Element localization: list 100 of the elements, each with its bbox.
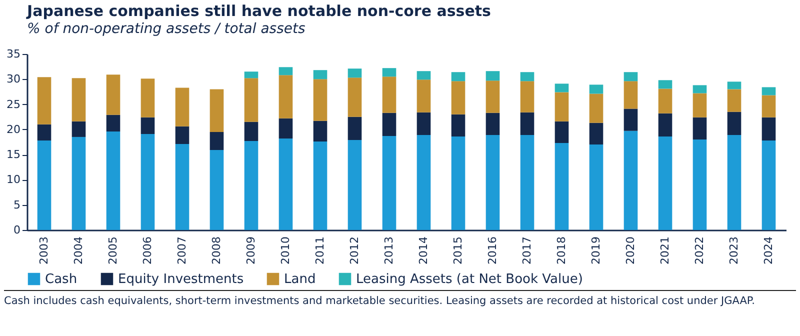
- bar: [624, 81, 638, 109]
- bar: [72, 78, 86, 122]
- x-tick-label: 2012: [348, 236, 361, 264]
- y-tick-label: 5: [14, 198, 20, 212]
- bar: [382, 76, 396, 113]
- text: Cash includes cash equivalents, short-term investments and marketable securities. Leasing assets are recorded at historical cost under JGAAP.: [4, 294, 756, 308]
- bar: [244, 122, 258, 141]
- bar: [278, 118, 293, 138]
- bar: [486, 134, 500, 230]
- bar: [762, 95, 776, 118]
- x-tick-label: 2011: [313, 236, 326, 264]
- bar: [451, 114, 466, 136]
- bar: [416, 134, 431, 230]
- y-tick-label: 15: [6, 148, 20, 162]
- chart-subtitle: % of non-operating assets / total assets: [27, 21, 306, 37]
- x-tick-label: 2021: [658, 236, 672, 264]
- bar: [210, 150, 224, 230]
- bar: [106, 74, 120, 115]
- x-tick-label: 2023: [727, 236, 740, 264]
- bar: [486, 80, 500, 113]
- bar: [416, 71, 431, 80]
- bar: [278, 75, 293, 118]
- bar: [37, 77, 52, 124]
- bar: [72, 136, 86, 230]
- bar: [589, 94, 604, 123]
- bar: [520, 81, 534, 112]
- bar: [348, 116, 362, 140]
- x-tick-label: 2007: [175, 236, 188, 264]
- bar: [37, 140, 52, 230]
- bar: [140, 78, 155, 118]
- bar: [554, 143, 569, 230]
- bar: [658, 136, 672, 230]
- bar: [175, 88, 190, 126]
- bar: [658, 88, 672, 114]
- bar: [624, 130, 638, 230]
- bar: [727, 82, 742, 90]
- bar: [210, 132, 224, 150]
- bar: [624, 108, 638, 131]
- bar: [210, 89, 224, 132]
- legend-label: Land: [284, 272, 316, 287]
- legend-label: Equity Investments: [118, 272, 244, 287]
- y-tick-label: 30: [6, 72, 20, 86]
- bar: [244, 140, 258, 230]
- bar: [589, 144, 604, 230]
- bar: [175, 144, 190, 230]
- bar: [451, 72, 466, 82]
- bar: [762, 117, 776, 140]
- bar: [554, 121, 569, 144]
- y-tick-label: 10: [6, 173, 20, 186]
- bar: [106, 114, 120, 132]
- bar: [140, 134, 155, 230]
- y-tick-label: 0: [14, 224, 20, 236]
- bar: [278, 67, 293, 76]
- bar: [313, 70, 328, 80]
- x-tick-label: 2015: [451, 236, 464, 264]
- bar: [313, 79, 328, 121]
- bar: [486, 71, 500, 81]
- bar: [313, 141, 328, 230]
- bar: [451, 136, 466, 230]
- bar: [762, 140, 776, 230]
- x-tick-label: 2019: [589, 236, 602, 264]
- bar: [692, 85, 707, 94]
- bar: [554, 92, 569, 122]
- x-tick-label: 2017: [520, 236, 534, 264]
- x-tick-label: 2018: [554, 236, 568, 264]
- bar: [520, 72, 534, 82]
- bar: [175, 126, 190, 144]
- x-tick-label: 2016: [486, 236, 499, 264]
- y-tick-label: 25: [6, 98, 20, 111]
- x-tick-label: 2004: [72, 236, 85, 264]
- bar: [589, 122, 604, 145]
- bar: [727, 112, 742, 135]
- bar: [140, 117, 155, 134]
- x-tick-label: 2003: [37, 236, 50, 264]
- chart-title: Japanese companies still have notable non-core assets: [26, 2, 492, 20]
- bar: [451, 81, 466, 114]
- bar: [72, 121, 86, 137]
- x-tick-label: 2008: [210, 236, 223, 264]
- bar: [692, 139, 707, 230]
- bar: [727, 89, 742, 112]
- bar: [382, 136, 396, 230]
- bar: [416, 112, 431, 135]
- bar: [692, 93, 707, 118]
- bar: [658, 80, 672, 89]
- x-tick-label: 2006: [140, 236, 154, 264]
- y-tick-label: 20: [6, 122, 20, 136]
- x-tick-label: 2009: [244, 236, 258, 264]
- x-tick-label: 2013: [382, 236, 396, 264]
- legend-label: Cash: [45, 272, 78, 287]
- y-tick-label: 35: [6, 48, 20, 60]
- bar: [416, 80, 431, 112]
- bar: [727, 134, 742, 230]
- bar: [244, 78, 258, 122]
- bar: [762, 87, 776, 96]
- bar: [486, 112, 500, 135]
- x-tick-label: 2022: [692, 236, 706, 264]
- bar: [313, 120, 328, 142]
- bar: [658, 113, 672, 136]
- bar: [348, 140, 362, 230]
- bar: [278, 138, 293, 230]
